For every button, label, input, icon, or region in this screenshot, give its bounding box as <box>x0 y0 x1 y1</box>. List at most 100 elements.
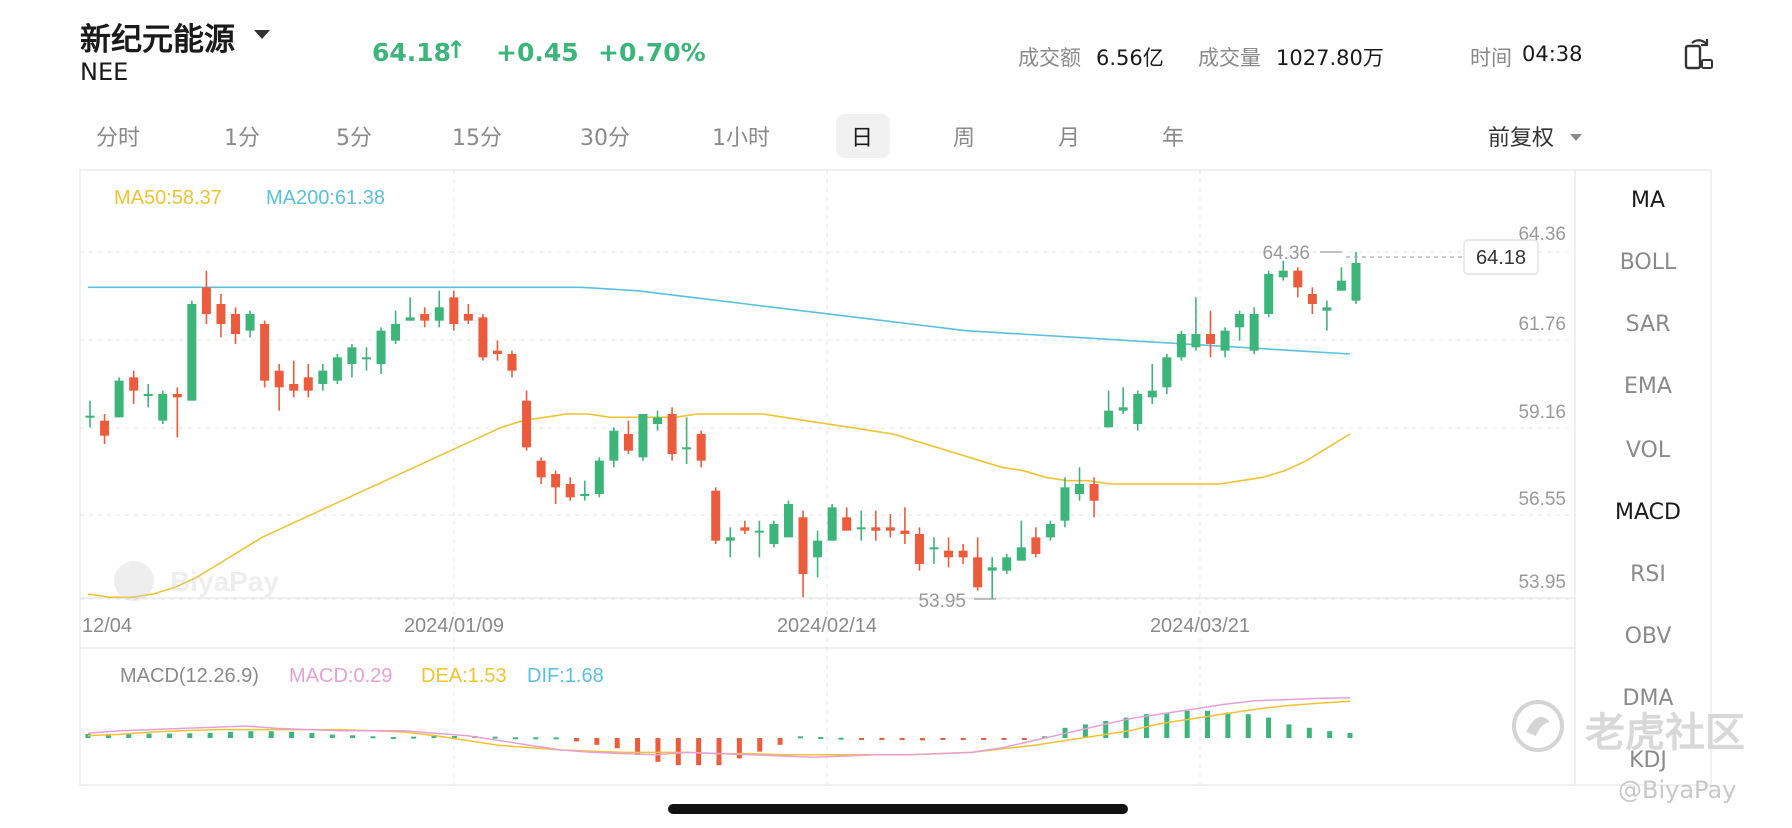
macd-histogram-bar <box>594 738 600 745</box>
handle-watermark: @BiyaPay <box>1618 776 1737 804</box>
candle-body <box>216 304 226 324</box>
indicator-obv[interactable]: OBV <box>1624 624 1672 649</box>
candle-body <box>172 394 182 398</box>
candle-body <box>638 414 648 458</box>
indicator-rsi[interactable]: RSI <box>1630 562 1666 587</box>
tab-month[interactable]: 月 <box>1058 126 1081 151</box>
candle-body <box>1002 557 1012 571</box>
candle-body <box>885 527 895 531</box>
macd-histogram-bar <box>1347 732 1353 738</box>
biyapay-watermark: BiyaPay <box>114 561 279 601</box>
macd-histogram-bar <box>1123 717 1129 738</box>
y-tick-label: 53.95 <box>1518 572 1566 593</box>
candle-body <box>827 507 837 541</box>
candle-body <box>1264 274 1274 314</box>
indicator-sar[interactable]: SAR <box>1625 312 1671 337</box>
macd-histogram-bar <box>411 736 417 739</box>
candle-body <box>696 434 706 461</box>
candle-body <box>856 527 866 530</box>
macd-title: MACD(12.26.9) <box>120 665 259 687</box>
candle-body <box>769 524 779 544</box>
macd-histogram-bar <box>1205 710 1211 738</box>
dif-line <box>87 696 1351 758</box>
candle-body <box>1147 390 1157 398</box>
candle-body <box>594 460 604 494</box>
candle-body <box>1104 410 1114 428</box>
macd-histogram-bar <box>451 735 457 738</box>
candle-body <box>798 517 808 574</box>
tab-day[interactable]: 日 <box>851 126 874 151</box>
candle-body <box>565 484 575 498</box>
indicator-dma[interactable]: DMA <box>1622 686 1674 711</box>
macd-histogram-bar <box>248 731 254 738</box>
candle-body <box>260 324 270 381</box>
price-up-arrow-icon: ↑ <box>446 36 467 64</box>
candle-body <box>609 430 619 461</box>
candle-body <box>332 357 342 381</box>
tab-1min[interactable]: 1分 <box>224 126 260 151</box>
current-price-tag: 64.18 <box>1476 247 1526 269</box>
price-adjust-dropdown[interactable]: 前复权 <box>1488 126 1555 151</box>
macd-histogram-bar <box>329 734 335 738</box>
tab-week[interactable]: 周 <box>953 126 976 151</box>
candle-body <box>376 330 386 364</box>
low-price-label: 53.95 <box>918 591 966 612</box>
macd-histogram-bar <box>268 731 274 738</box>
macd-histogram-bar <box>85 733 91 738</box>
indicator-vol[interactable]: VOL <box>1625 438 1671 463</box>
stock-switch-caret-icon[interactable] <box>254 30 270 39</box>
tab-1hour[interactable]: 1小时 <box>712 126 770 151</box>
tab-15min[interactable]: 15分 <box>452 126 502 151</box>
candle-body <box>522 400 532 448</box>
tab-intraday[interactable]: 分时 <box>96 126 141 151</box>
tab-year[interactable]: 年 <box>1162 126 1185 151</box>
indicator-macd[interactable]: MACD <box>1615 500 1681 525</box>
ma50-line <box>87 413 1351 599</box>
candle-body <box>318 370 328 384</box>
candle-body <box>187 304 197 401</box>
indicator-kdj[interactable]: KDJ <box>1629 748 1667 773</box>
macd-histogram-bar <box>696 738 702 766</box>
candle-body <box>754 530 764 533</box>
candle-body <box>434 307 444 321</box>
candle-body <box>682 447 692 450</box>
candle-body <box>143 394 153 396</box>
macd-histogram-bar <box>289 731 295 738</box>
candle-body <box>536 460 546 478</box>
candle-body <box>1031 537 1041 554</box>
candle-body <box>245 314 255 331</box>
home-indicator[interactable] <box>668 804 1128 814</box>
rotate-screen-icon[interactable] <box>1683 36 1715 72</box>
tab-5min[interactable]: 5分 <box>336 126 372 151</box>
macd-histogram-bar <box>920 738 926 741</box>
candle-body <box>1075 484 1085 494</box>
candle-body <box>958 550 968 558</box>
adjust-caret-icon[interactable] <box>1570 134 1582 141</box>
volume-label: 成交量 <box>1198 46 1261 70</box>
macd-histogram-bar <box>858 738 864 740</box>
candle-body <box>1016 547 1026 561</box>
macd-histogram-bar <box>838 737 844 740</box>
candle-body <box>492 350 502 354</box>
chart-grid <box>80 170 1575 785</box>
active-tab-highlight <box>836 114 890 158</box>
macd-histogram-bar <box>146 733 152 738</box>
candle-body <box>1162 357 1172 388</box>
x-tick-label: 12/04 <box>82 615 132 637</box>
macd-histogram-bar <box>105 733 111 738</box>
x-tick-label: 2024/01/09 <box>404 615 504 637</box>
macd-histogram-bar <box>492 736 498 739</box>
candle-body <box>653 417 663 424</box>
candle-body <box>813 540 823 558</box>
macd-histogram-bar <box>166 733 172 738</box>
stock-name[interactable]: 新纪元能源 <box>80 22 235 58</box>
tab-30min[interactable]: 30分 <box>580 126 630 151</box>
indicator-ema[interactable]: EMA <box>1624 374 1672 399</box>
candle-body <box>1322 307 1332 311</box>
indicator-boll[interactable]: BOLL <box>1619 250 1677 275</box>
indicator-ma[interactable]: MA <box>1630 188 1666 213</box>
candle-body <box>667 414 677 454</box>
macd-histogram-bar <box>1306 727 1312 738</box>
candle-body <box>100 420 110 436</box>
